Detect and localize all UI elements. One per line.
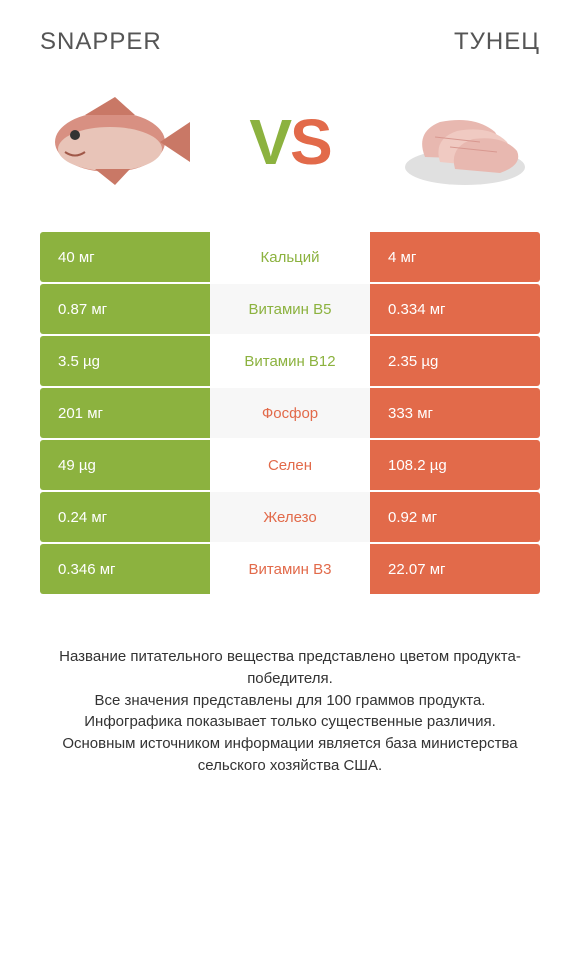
right-value-cell: 0.334 мг <box>370 284 540 334</box>
right-value-cell: 22.07 мг <box>370 544 540 594</box>
table-row: 201 мгФосфор333 мг <box>40 388 540 438</box>
left-value-cell: 201 мг <box>40 388 210 438</box>
table-row: 0.346 мгВитамин B322.07 мг <box>40 544 540 594</box>
left-value-cell: 3.5 µg <box>40 336 210 386</box>
fish-icon <box>35 87 195 197</box>
table-row: 49 µgСелен108.2 µg <box>40 440 540 490</box>
right-value-cell: 108.2 µg <box>370 440 540 490</box>
footer-notes: Название питательного вещества представл… <box>0 596 580 777</box>
comparison-table: 40 мгКальций4 мг0.87 мгВитамин B50.334 м… <box>0 232 580 594</box>
right-value-cell: 0.92 мг <box>370 492 540 542</box>
footer-line: Основным источником информации является … <box>30 733 550 777</box>
table-row: 40 мгКальций4 мг <box>40 232 540 282</box>
header: SNAPPER ТУНЕЦ <box>0 0 580 64</box>
left-value-cell: 0.87 мг <box>40 284 210 334</box>
footer-line: Название питательного вещества представл… <box>30 646 550 690</box>
left-value-cell: 49 µg <box>40 440 210 490</box>
nutrient-label-cell: Фосфор <box>210 388 370 438</box>
left-value-cell: 0.346 мг <box>40 544 210 594</box>
images-row: VS <box>0 64 580 232</box>
left-value-cell: 40 мг <box>40 232 210 282</box>
nutrient-label-cell: Витамин B5 <box>210 284 370 334</box>
right-value-cell: 4 мг <box>370 232 540 282</box>
right-food-title: ТУНЕЦ <box>454 28 540 56</box>
nutrient-label-cell: Витамин B12 <box>210 336 370 386</box>
meat-icon <box>385 87 545 197</box>
vs-v: V <box>249 106 290 178</box>
footer-line: Инфографика показывает только существенн… <box>30 711 550 733</box>
snapper-image <box>30 82 200 202</box>
nutrient-label-cell: Железо <box>210 492 370 542</box>
nutrient-label-cell: Селен <box>210 440 370 490</box>
right-value-cell: 333 мг <box>370 388 540 438</box>
table-row: 3.5 µgВитамин B122.35 µg <box>40 336 540 386</box>
vs-s: S <box>290 106 331 178</box>
right-value-cell: 2.35 µg <box>370 336 540 386</box>
tuna-image <box>380 82 550 202</box>
left-food-title: SNAPPER <box>40 28 162 56</box>
left-value-cell: 0.24 мг <box>40 492 210 542</box>
vs-label: VS <box>249 105 330 179</box>
nutrient-label-cell: Кальций <box>210 232 370 282</box>
table-row: 0.87 мгВитамин B50.334 мг <box>40 284 540 334</box>
nutrient-label-cell: Витамин B3 <box>210 544 370 594</box>
footer-line: Все значения представлены для 100 граммо… <box>30 690 550 712</box>
table-row: 0.24 мгЖелезо0.92 мг <box>40 492 540 542</box>
